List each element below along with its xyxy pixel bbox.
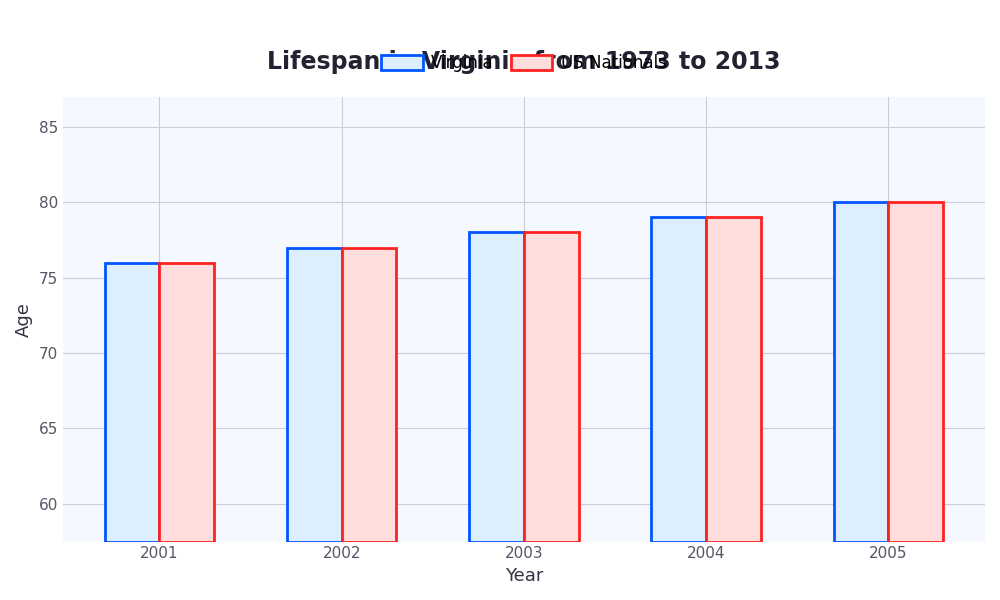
Legend: Virginia, US Nationals: Virginia, US Nationals (375, 47, 673, 79)
Title: Lifespan in Virginia from 1973 to 2013: Lifespan in Virginia from 1973 to 2013 (267, 50, 781, 74)
Bar (651, 217, 706, 542)
Bar (105, 263, 159, 542)
Bar (159, 263, 214, 542)
Bar (888, 202, 943, 542)
Y-axis label: Age: Age (15, 302, 33, 337)
Bar (469, 232, 524, 542)
Bar (706, 217, 761, 542)
Bar (287, 248, 342, 542)
Bar (524, 232, 579, 542)
X-axis label: Year: Year (505, 567, 543, 585)
Bar (834, 202, 888, 542)
Bar (342, 248, 396, 542)
